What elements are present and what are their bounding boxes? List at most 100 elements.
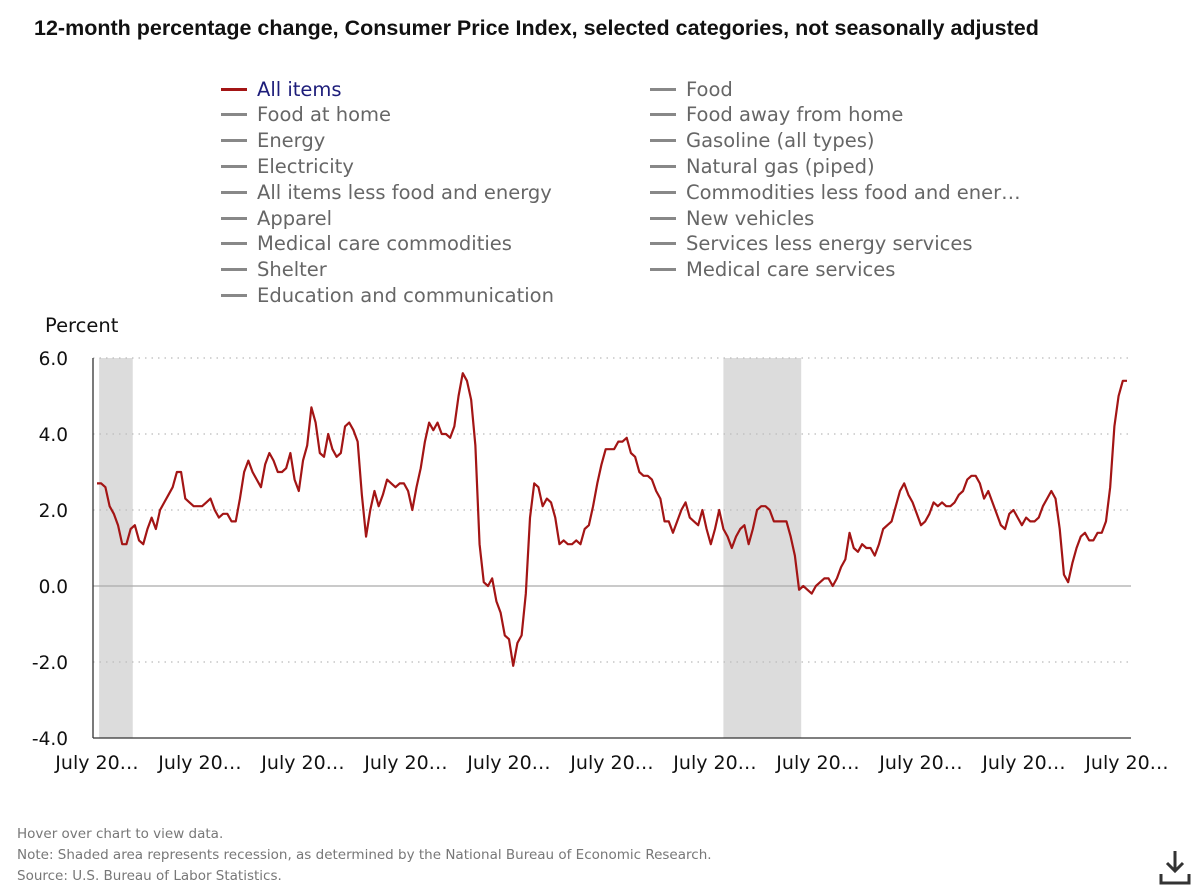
data-point[interactable] — [116, 523, 121, 528]
data-point[interactable] — [351, 428, 356, 433]
data-point[interactable] — [700, 508, 705, 513]
data-point[interactable] — [225, 511, 230, 516]
data-point[interactable] — [1011, 508, 1016, 513]
data-point[interactable] — [612, 447, 617, 452]
data-point[interactable] — [103, 485, 108, 490]
data-point[interactable] — [301, 458, 306, 463]
data-point[interactable] — [683, 500, 688, 505]
data-point[interactable] — [427, 420, 432, 425]
data-point[interactable] — [830, 584, 835, 589]
data-point[interactable] — [889, 519, 894, 524]
data-point[interactable] — [1024, 515, 1029, 520]
data-point[interactable] — [528, 515, 533, 520]
series-line-all-items[interactable] — [97, 372, 1127, 667]
data-point[interactable] — [574, 538, 579, 543]
data-point[interactable] — [851, 546, 856, 551]
data-point[interactable] — [687, 515, 692, 520]
data-point[interactable] — [1103, 519, 1108, 524]
data-point[interactable] — [153, 527, 158, 532]
data-point[interactable] — [1003, 527, 1008, 532]
data-point[interactable] — [418, 466, 423, 471]
data-point[interactable] — [994, 511, 999, 516]
data-point[interactable] — [717, 508, 722, 513]
data-point[interactable] — [372, 489, 377, 494]
data-point[interactable] — [813, 584, 818, 589]
data-point[interactable] — [216, 515, 221, 520]
data-point[interactable] — [834, 576, 839, 581]
data-point[interactable] — [212, 508, 217, 513]
data-point[interactable] — [355, 439, 360, 444]
data-point[interactable] — [792, 553, 797, 558]
data-point[interactable] — [965, 477, 970, 482]
data-point[interactable] — [158, 508, 163, 513]
data-point[interactable] — [498, 610, 503, 615]
legend-item[interactable]: Food — [650, 76, 733, 102]
legend-item[interactable]: Energy — [221, 128, 325, 154]
data-point[interactable] — [523, 591, 528, 596]
data-point[interactable] — [338, 451, 343, 456]
data-point[interactable] — [380, 492, 385, 497]
data-point[interactable] — [187, 500, 192, 505]
data-point[interactable] — [553, 515, 558, 520]
data-point[interactable] — [624, 435, 629, 440]
data-point[interactable] — [263, 462, 268, 467]
data-point[interactable] — [200, 504, 205, 509]
data-point[interactable] — [208, 496, 213, 501]
data-point[interactable] — [401, 481, 406, 486]
data-point[interactable] — [998, 523, 1003, 528]
data-point[interactable] — [460, 371, 465, 376]
data-point[interactable] — [620, 439, 625, 444]
data-point[interactable] — [847, 530, 852, 535]
data-point[interactable] — [1108, 485, 1113, 490]
data-point[interactable] — [910, 500, 915, 505]
download-button[interactable] — [1158, 848, 1192, 886]
data-point[interactable] — [1112, 424, 1117, 429]
data-point[interactable] — [477, 542, 482, 547]
data-point[interactable] — [914, 511, 919, 516]
data-point[interactable] — [204, 500, 209, 505]
data-point[interactable] — [292, 477, 297, 482]
data-point[interactable] — [271, 458, 276, 463]
data-point[interactable] — [179, 470, 184, 475]
data-point[interactable] — [940, 500, 945, 505]
data-point[interactable] — [1040, 504, 1045, 509]
data-point[interactable] — [691, 519, 696, 524]
data-point[interactable] — [279, 470, 284, 475]
data-point[interactable] — [414, 485, 419, 490]
data-point[interactable] — [679, 508, 684, 513]
data-point[interactable] — [633, 454, 638, 459]
data-point[interactable] — [582, 527, 587, 532]
data-point[interactable] — [1032, 519, 1037, 524]
data-point[interactable] — [254, 477, 259, 482]
data-point[interactable] — [1125, 378, 1130, 383]
data-point[interactable] — [982, 496, 987, 501]
legend-item[interactable]: Electricity — [221, 153, 354, 179]
data-point[interactable] — [435, 420, 440, 425]
data-point[interactable] — [750, 527, 755, 532]
data-point[interactable] — [885, 523, 890, 528]
data-point[interactable] — [818, 580, 823, 585]
data-point[interactable] — [1045, 496, 1050, 501]
data-point[interactable] — [670, 530, 675, 535]
data-point[interactable] — [170, 485, 175, 490]
data-point[interactable] — [469, 397, 474, 402]
data-point[interactable] — [809, 591, 814, 596]
data-point[interactable] — [1091, 538, 1096, 543]
data-point[interactable] — [734, 534, 739, 539]
data-point[interactable] — [973, 473, 978, 478]
data-point[interactable] — [952, 500, 957, 505]
legend-item[interactable]: Services less energy services — [650, 231, 973, 257]
data-point[interactable] — [591, 504, 596, 509]
data-point[interactable] — [485, 584, 490, 589]
data-point[interactable] — [990, 500, 995, 505]
data-point[interactable] — [860, 542, 865, 547]
data-point[interactable] — [666, 519, 671, 524]
data-point[interactable] — [137, 538, 142, 543]
data-point[interactable] — [1036, 515, 1041, 520]
data-point[interactable] — [330, 447, 335, 452]
data-point[interactable] — [536, 485, 541, 490]
legend-item[interactable]: Natural gas (piped) — [650, 153, 875, 179]
data-point[interactable] — [385, 477, 390, 482]
data-point[interactable] — [515, 641, 520, 646]
data-point[interactable] — [334, 454, 339, 459]
